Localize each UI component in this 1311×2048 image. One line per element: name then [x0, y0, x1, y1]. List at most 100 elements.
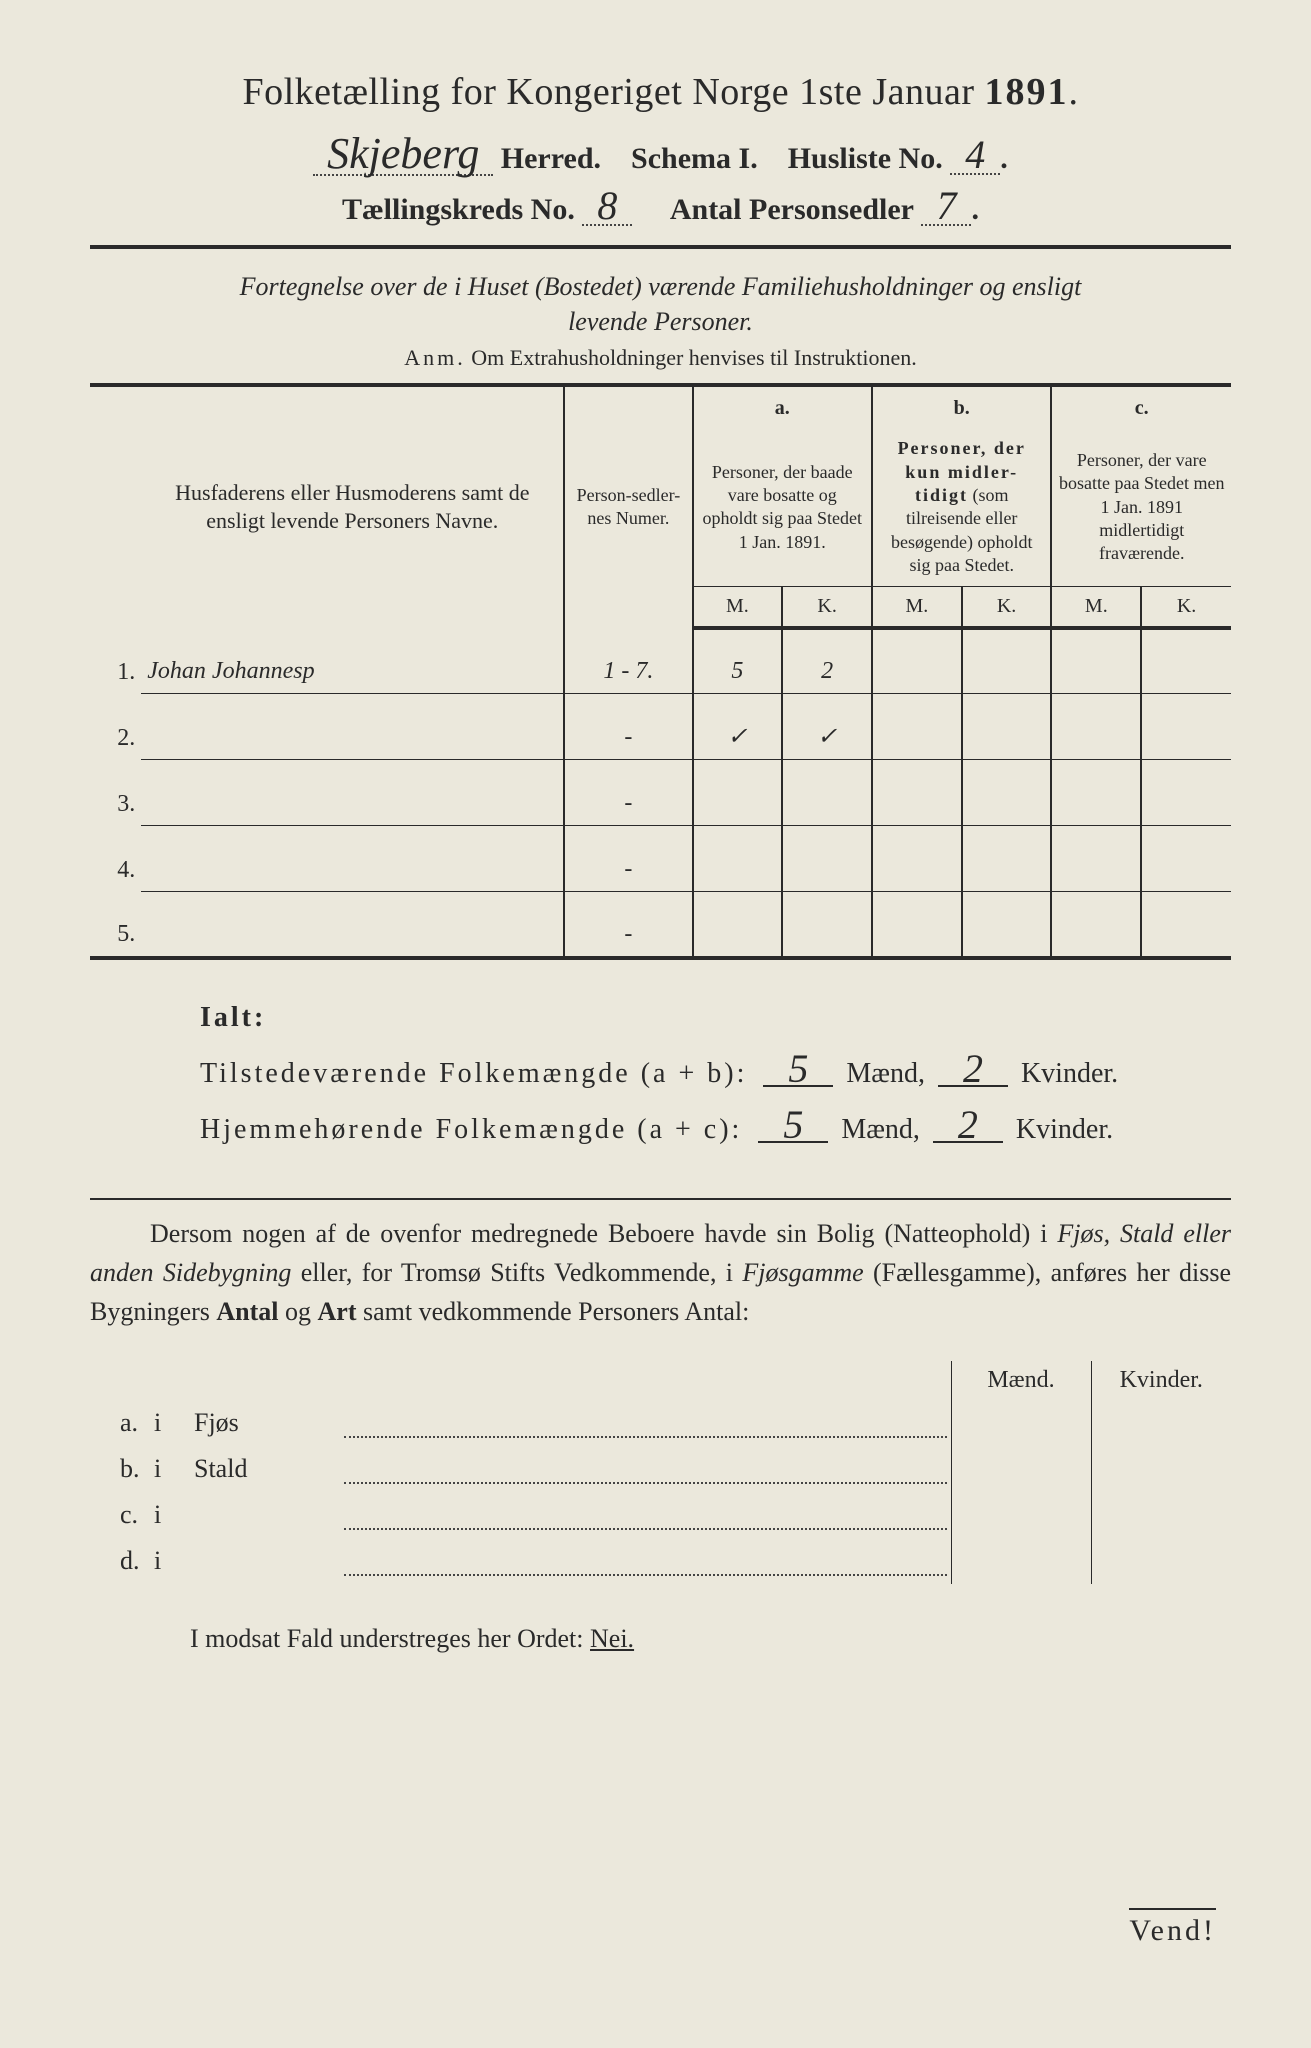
- personsedler-num: 1 - 7.: [564, 628, 692, 694]
- a-k-cell: [782, 760, 872, 826]
- c-k-cell: [1141, 892, 1231, 958]
- col-b-label: b.: [872, 385, 1051, 429]
- schema-label: Schema I.: [631, 142, 758, 175]
- dersom-i2: Fjøsgamme: [742, 1258, 863, 1287]
- row-number: 3.: [90, 760, 141, 826]
- divider-2: [90, 1198, 1231, 1200]
- personsedler-label: Antal Personsedler: [670, 193, 914, 226]
- row-number: 2.: [90, 694, 141, 760]
- households-table: Husfaderens eller Husmoderens samt de en…: [90, 383, 1231, 959]
- c-k-cell: [1141, 628, 1231, 694]
- col-c-m: M.: [1051, 586, 1141, 628]
- divider-1: [90, 245, 1231, 249]
- kreds-value: 8: [582, 188, 632, 226]
- fortegnelse-line2: levende Personer.: [568, 307, 753, 336]
- b-m-cell: [872, 892, 962, 958]
- bolig-letter: c.: [90, 1492, 150, 1538]
- b-k-cell: [962, 628, 1052, 694]
- row-number: 4.: [90, 826, 141, 892]
- a-k-cell: [782, 892, 872, 958]
- bolig-kind: [190, 1538, 340, 1584]
- col-b-k: K.: [962, 586, 1052, 628]
- husliste-label: Husliste No.: [788, 142, 943, 175]
- col-a-k: K.: [782, 586, 872, 628]
- c-k-cell: [1141, 760, 1231, 826]
- c-m-cell: [1051, 760, 1141, 826]
- bolig-dots: [340, 1538, 951, 1584]
- bolig-row: d.i: [90, 1538, 1231, 1584]
- bolig-row: a.iFjøs: [90, 1400, 1231, 1446]
- dersom-t2: eller, for Tromsø Stifts Vedkommende, i: [291, 1258, 742, 1287]
- nei-line: I modsat Fald understreges her Ordet: Ne…: [190, 1624, 1231, 1654]
- table-row: 4. ‑: [90, 826, 1231, 892]
- bolig-dots: [340, 1492, 951, 1538]
- name-cell: [141, 892, 564, 958]
- col-a-label: a.: [693, 385, 872, 429]
- bolig-kind: [190, 1492, 340, 1538]
- row-number: 1.: [90, 628, 141, 694]
- b-m-cell: [872, 694, 962, 760]
- ialt-kvinder-1: Kvinder.: [1021, 1058, 1118, 1089]
- name-cell: Johan Johannesp: [141, 628, 564, 694]
- bolig-kvinder-cell: [1091, 1400, 1231, 1446]
- personsedler-num: ‑: [564, 826, 692, 892]
- ialt-l2-m: 5: [758, 1109, 828, 1143]
- col-name-head: Husfaderens eller Husmoderens samt de en…: [141, 385, 564, 627]
- bolig-maend-head: Mænd.: [951, 1361, 1091, 1400]
- dersom-paragraph: Dersom nogen af de ovenfor medregnede Be…: [90, 1214, 1231, 1331]
- bolig-dots: [340, 1400, 951, 1446]
- bolig-maend-cell: [951, 1446, 1091, 1492]
- b-k-cell: [962, 892, 1052, 958]
- name-cell: [141, 826, 564, 892]
- bolig-letter: a.: [90, 1400, 150, 1446]
- dersom-t1: Dersom nogen af de ovenfor medregnede Be…: [150, 1219, 1057, 1248]
- ialt-kvinder-2: Kvinder.: [1016, 1114, 1113, 1145]
- anm-label: Anm.: [404, 345, 466, 370]
- anm-text: Om Extrahusholdninger henvises til Instr…: [471, 345, 916, 370]
- fortegnelse-heading: Fortegnelse over de i Huset (Bostedet) v…: [90, 269, 1231, 339]
- b-m-cell: [872, 760, 962, 826]
- kreds-line: Tællingskreds No. 8 Antal Personsedler 7…: [90, 188, 1231, 227]
- census-form-page: Folketælling for Kongeriget Norge 1ste J…: [0, 0, 1311, 2048]
- ialt-l2-k: 2: [933, 1109, 1003, 1143]
- a-m-cell: [693, 826, 783, 892]
- vend-label: Vend!: [1129, 1908, 1216, 1948]
- personsedler-num: ‑: [564, 892, 692, 958]
- herred-label: Herred.: [501, 142, 601, 175]
- a-m-cell: [693, 892, 783, 958]
- a-k-cell: 2: [782, 628, 872, 694]
- b-k-cell: [962, 760, 1052, 826]
- bolig-row: b.iStald: [90, 1446, 1231, 1492]
- bolig-kind: Stald: [190, 1446, 340, 1492]
- bolig-i: i: [150, 1446, 190, 1492]
- dersom-b2: Art: [318, 1297, 357, 1326]
- c-m-cell: [1051, 826, 1141, 892]
- table-row: 5.‑: [90, 892, 1231, 958]
- bolig-kvinder-cell: [1091, 1538, 1231, 1584]
- ialt-l1-k: 2: [938, 1053, 1008, 1087]
- c-m-cell: [1051, 694, 1141, 760]
- rownum-blank-head: [90, 385, 141, 627]
- col-a-text: Personer, der baade vare bosatte og opho…: [693, 429, 872, 586]
- personsedler-num: ‑: [564, 694, 692, 760]
- anm-note: Anm. Om Extrahusholdninger henvises til …: [90, 345, 1231, 371]
- b-k-cell: [962, 694, 1052, 760]
- ialt-line1: Tilstedeværende Folkemængde (a + b): 5 M…: [200, 1046, 1231, 1102]
- main-title: Folketælling for Kongeriget Norge 1ste J…: [90, 70, 1231, 114]
- bolig-kvinder-cell: [1091, 1492, 1231, 1538]
- ialt-l1-m: 5: [763, 1053, 833, 1087]
- title-year: 1891: [985, 71, 1069, 113]
- personsedler-num: ‑: [564, 760, 692, 826]
- personsedler-value: 7: [921, 188, 971, 226]
- bolig-maend-cell: [951, 1538, 1091, 1584]
- nei-text: I modsat Fald understreges her Ordet:: [190, 1624, 590, 1653]
- a-m-cell: 5: [693, 628, 783, 694]
- herred-line: Skjeberg Herred. Schema I. Husliste No. …: [90, 134, 1231, 176]
- col-num-head: Person-sedler-nes Numer.: [564, 385, 692, 627]
- name-cell: [141, 694, 564, 760]
- herred-value: Skjeberg: [313, 134, 493, 176]
- table-row: 3. ‑: [90, 760, 1231, 826]
- ialt-maend-1: Mænd,: [846, 1058, 932, 1089]
- a-k-cell: ✓: [782, 694, 872, 760]
- col-b-m: M.: [872, 586, 962, 628]
